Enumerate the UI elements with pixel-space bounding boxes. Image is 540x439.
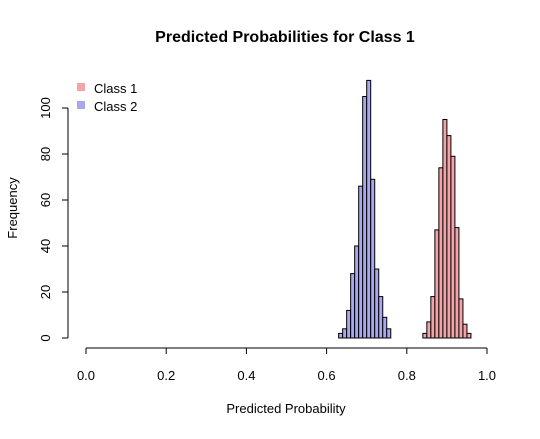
- histogram-bar: [450, 155, 456, 339]
- histogram-bar: [354, 245, 360, 339]
- histogram-bar: [358, 185, 364, 339]
- x-tick-label: 0.2: [157, 368, 175, 383]
- y-tick-label: 60: [38, 193, 53, 207]
- histogram-bar: [430, 296, 436, 339]
- histogram-bar: [362, 96, 368, 339]
- y-tick-label: 0: [38, 334, 53, 341]
- y-tick-label: 40: [38, 239, 53, 253]
- legend-swatch: [77, 101, 85, 109]
- y-tick-label: 80: [38, 147, 53, 161]
- series-1: [422, 119, 472, 339]
- histogram-bar: [378, 296, 384, 339]
- x-tick-label: 0.4: [237, 368, 255, 383]
- series-2: [338, 79, 392, 339]
- y-axis-label: Frequency: [5, 177, 20, 239]
- histogram-bar: [370, 178, 376, 339]
- histogram-bar: [422, 332, 428, 339]
- x-tick-label: 1.0: [478, 368, 496, 383]
- histogram-bar: [366, 79, 372, 339]
- histogram-bar: [438, 167, 444, 339]
- x-tick-label: 0.6: [318, 368, 336, 383]
- histogram-bar: [338, 332, 344, 339]
- legend-item: Class 2: [77, 99, 137, 114]
- histogram-bar: [466, 332, 472, 339]
- x-tick-label: 0.8: [398, 368, 416, 383]
- histogram-bar: [462, 323, 468, 339]
- x-axis-label: Predicted Probability: [226, 401, 346, 416]
- axes-layer: 0.0 0.2 0.4 0.6 0.8 1.0 0 20 40 60 80 100: [38, 97, 496, 383]
- legend: Class 1 Class 2: [77, 81, 137, 114]
- histogram-bar: [458, 298, 464, 339]
- legend-item: Class 1: [77, 81, 137, 96]
- legend-label: Class 2: [94, 99, 137, 114]
- histogram-bar: [350, 273, 356, 339]
- x-tick-label: 0.0: [77, 368, 95, 383]
- bars-layer: [338, 79, 472, 339]
- legend-label: Class 1: [94, 81, 137, 96]
- histogram-bar: [382, 316, 388, 339]
- histogram-bar: [342, 328, 348, 339]
- y-tick-label: 20: [38, 285, 53, 299]
- histogram-bar: [454, 227, 460, 339]
- legend-swatch: [77, 83, 85, 91]
- histogram-bar: [374, 268, 380, 339]
- chart-title: Predicted Probabilities for Class 1: [155, 29, 415, 46]
- histogram-bar: [442, 119, 448, 339]
- histogram-bar: [426, 321, 432, 339]
- histogram-bar: [386, 328, 392, 339]
- histogram-bar: [434, 229, 440, 339]
- histogram-bar: [346, 309, 352, 339]
- histogram-bar: [446, 135, 452, 339]
- y-tick-label: 100: [38, 97, 53, 119]
